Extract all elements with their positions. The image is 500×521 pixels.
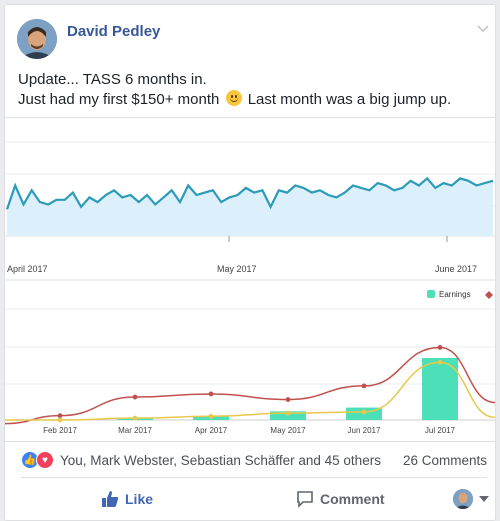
love-reaction-icon: ♥ [36,451,54,469]
post-card: David Pedley Update... TASS 6 months in.… [4,4,496,521]
series-point [208,391,214,397]
avatar-image [17,19,57,59]
smiling-face-icon [225,90,242,106]
series-point [361,409,367,415]
x-tick-label: Jun 2017 [348,426,381,435]
earnings-bar [422,358,458,420]
series-point [361,383,367,389]
series-point [57,413,63,419]
share-as-selector[interactable] [453,489,489,509]
like-label: Like [125,491,154,507]
post-header [17,17,57,61]
series-point [208,413,214,419]
reaction-icons[interactable]: 👍 ♥ [21,451,54,469]
charts-svg: April 2017 May 2017 June 2017 Earnings F… [5,118,495,441]
legend-marker [485,291,493,299]
x-tick-label: Feb 2017 [43,426,77,435]
reactions-bar: 👍 ♥ You, Mark Webster, Sebastian Schäffe… [21,445,487,475]
reaction-names[interactable]: You, Mark Webster, Sebastian Schäffer an… [60,452,381,468]
like-button[interactable]: Like [101,490,153,508]
post-image[interactable]: April 2017 May 2017 June 2017 Earnings F… [5,117,495,442]
series-point [132,415,138,421]
legend-earnings: Earnings [439,290,471,299]
earnings-bar [270,411,306,420]
series-point [57,417,63,423]
post-text-line2-a: Just had my first $150+ month [18,91,220,108]
x-tick-label: June 2017 [435,264,477,274]
action-bar: Like Comment [13,483,493,515]
series-point [285,397,291,402]
x-tick-label: Jul 2017 [425,426,456,435]
series-point [437,359,443,365]
user-avatar-small [453,489,473,509]
series-point [132,394,138,400]
post-text-line1: Update... TASS 6 months in. [18,71,207,88]
x-tick-label: Mar 2017 [118,426,152,435]
x-tick-label: April 2017 [7,264,48,274]
divider [21,477,487,478]
comment-label: Comment [320,491,385,507]
chevron-down-icon[interactable] [475,21,491,37]
visits-line [5,176,494,210]
avatar[interactable] [17,19,57,59]
author-name[interactable]: David Pedley [67,23,161,40]
post-text: Update... TASS 6 months in. Just had my … [18,70,488,110]
series-point [285,410,291,416]
series-point [437,345,443,350]
post-text-line2-b: Last month was a big jump up. [247,91,452,108]
post-text-line2: Just had my first $150+ month Last month… [18,90,488,110]
thumbs-up-icon [102,491,119,507]
x-tick-label: Apr 2017 [195,426,228,435]
caret-down-icon [479,496,489,502]
legend-swatch [427,290,435,298]
comments-count[interactable]: 26 Comments [402,452,487,468]
comment-icon [297,491,313,508]
x-tick-label: May 2017 [217,264,257,274]
x-tick-label: May 2017 [270,426,306,435]
comment-button[interactable]: Comment [296,490,385,508]
visits-area [7,178,493,236]
